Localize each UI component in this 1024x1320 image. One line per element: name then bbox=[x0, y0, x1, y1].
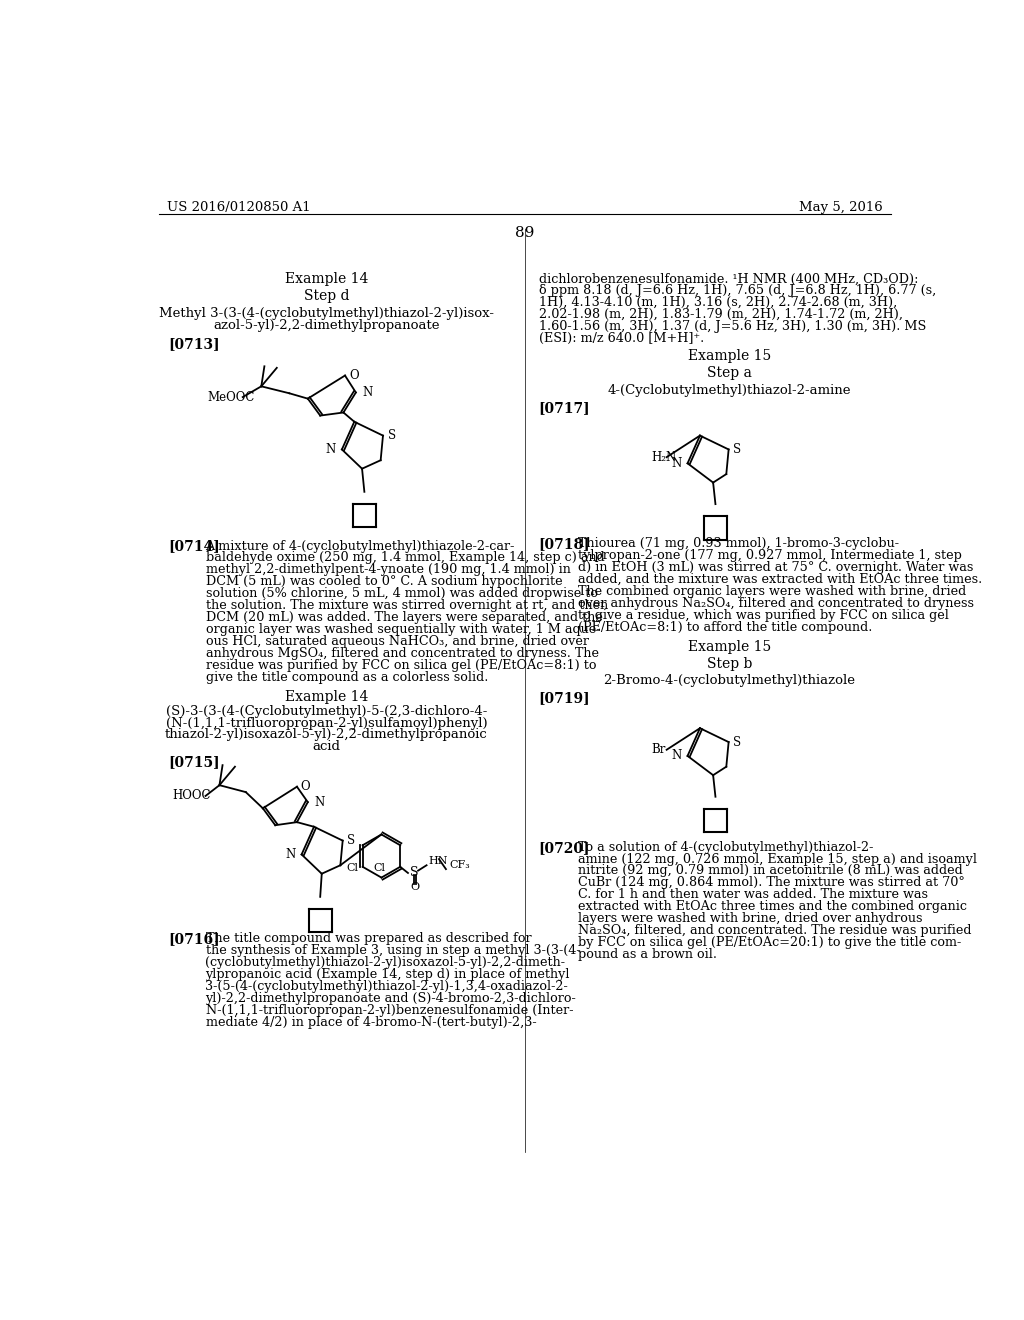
Text: by FCC on silica gel (PE/EtOAc=20:1) to give the title com-: by FCC on silica gel (PE/EtOAc=20:1) to … bbox=[578, 936, 961, 949]
Text: dichlorobenzenesulfonamide. ¹H NMR (400 MHz, CD₃OD):: dichlorobenzenesulfonamide. ¹H NMR (400 … bbox=[539, 272, 919, 285]
Text: 4-(Cyclobutylmethyl)thiazol-2-amine: 4-(Cyclobutylmethyl)thiazol-2-amine bbox=[607, 384, 851, 397]
Text: S: S bbox=[388, 429, 395, 442]
Text: C. for 1 h and then water was added. The mixture was: C. for 1 h and then water was added. The… bbox=[578, 888, 928, 902]
Text: [0713]: [0713] bbox=[168, 337, 220, 351]
Text: Step b: Step b bbox=[707, 657, 752, 672]
Text: acid: acid bbox=[312, 739, 340, 752]
Text: S: S bbox=[410, 866, 419, 879]
Text: give the title compound as a colorless solid.: give the title compound as a colorless s… bbox=[206, 671, 487, 684]
Text: Step d: Step d bbox=[304, 289, 349, 304]
Text: DCM (5 mL) was cooled to 0° C. A sodium hypochlorite: DCM (5 mL) was cooled to 0° C. A sodium … bbox=[206, 576, 562, 589]
Text: to give a residue, which was purified by FCC on silica gel: to give a residue, which was purified by… bbox=[578, 609, 948, 622]
Text: Na₂SO₄, filtered, and concentrated. The residue was purified: Na₂SO₄, filtered, and concentrated. The … bbox=[578, 924, 971, 937]
Text: Methyl 3-(3-(4-(cyclobutylmethyl)thiazol-2-yl)isox-: Methyl 3-(3-(4-(cyclobutylmethyl)thiazol… bbox=[159, 308, 494, 319]
Text: added, and the mixture was extracted with EtOAc three times.: added, and the mixture was extracted wit… bbox=[578, 573, 982, 586]
Text: N: N bbox=[362, 385, 373, 399]
Text: H₂N: H₂N bbox=[651, 450, 677, 463]
Text: ous HCl, saturated aqueous NaHCO₃, and brine, dried over: ous HCl, saturated aqueous NaHCO₃, and b… bbox=[206, 635, 589, 648]
Text: over anhydrous Na₂SO₄, filtered and concentrated to dryness: over anhydrous Na₂SO₄, filtered and conc… bbox=[578, 597, 974, 610]
Text: 1.60-1.56 (m, 3H), 1.37 (d, J=5.6 Hz, 3H), 1.30 (m, 3H). MS: 1.60-1.56 (m, 3H), 1.37 (d, J=5.6 Hz, 3H… bbox=[539, 321, 926, 333]
Text: mediate 4/2) in place of 4-bromo-N-(tert-butyl)-2,3-: mediate 4/2) in place of 4-bromo-N-(tert… bbox=[206, 1016, 537, 1028]
Text: (PE/EtOAc=8:1) to afford the title compound.: (PE/EtOAc=8:1) to afford the title compo… bbox=[578, 620, 871, 634]
Text: azol-5-yl)-2,2-dimethylpropanoate: azol-5-yl)-2,2-dimethylpropanoate bbox=[213, 318, 439, 331]
Text: Example 15: Example 15 bbox=[688, 350, 771, 363]
Text: N: N bbox=[671, 457, 681, 470]
Text: [0718]: [0718] bbox=[539, 537, 591, 552]
Text: solution (5% chlorine, 5 mL, 4 mmol) was added dropwise to: solution (5% chlorine, 5 mL, 4 mmol) was… bbox=[206, 587, 597, 601]
Text: pound as a brown oil.: pound as a brown oil. bbox=[578, 948, 717, 961]
Text: 2.02-1.98 (m, 2H), 1.83-1.79 (m, 2H), 1.74-1.72 (m, 2H),: 2.02-1.98 (m, 2H), 1.83-1.79 (m, 2H), 1.… bbox=[539, 308, 903, 321]
Text: The combined organic layers were washed with brine, dried: The combined organic layers were washed … bbox=[578, 585, 966, 598]
Text: May 5, 2016: May 5, 2016 bbox=[799, 201, 883, 214]
Text: Step a: Step a bbox=[707, 367, 752, 380]
Text: N: N bbox=[285, 847, 295, 861]
Text: baldehyde oxime (250 mg, 1.4 mmol, Example 14, step c) and: baldehyde oxime (250 mg, 1.4 mmol, Examp… bbox=[206, 552, 604, 565]
Text: organic layer was washed sequentially with water, 1 M aque-: organic layer was washed sequentially wi… bbox=[206, 623, 600, 636]
Text: nitrite (92 mg, 0.79 mmol) in acetonitrile (8 mL) was added: nitrite (92 mg, 0.79 mmol) in acetonitri… bbox=[578, 865, 963, 878]
Text: (cyclobutylmethyl)thiazol-2-yl)isoxazol-5-yl)-2,2-dimeth-: (cyclobutylmethyl)thiazol-2-yl)isoxazol-… bbox=[206, 956, 565, 969]
Text: the solution. The mixture was stirred overnight at rt, and then: the solution. The mixture was stirred ov… bbox=[206, 599, 608, 612]
Text: Thiourea (71 mg, 0.93 mmol), 1-bromo-3-cyclobu-: Thiourea (71 mg, 0.93 mmol), 1-bromo-3-c… bbox=[578, 537, 898, 550]
Text: (N-(1,1,1-trifluoropropan-2-yl)sulfamoyl)phenyl): (N-(1,1,1-trifluoropropan-2-yl)sulfamoyl… bbox=[166, 717, 487, 730]
Text: Example 14: Example 14 bbox=[285, 272, 368, 286]
Text: The title compound was prepared as described for: The title compound was prepared as descr… bbox=[206, 932, 531, 945]
Text: To a solution of 4-(cyclobutylmethyl)thiazol-2-: To a solution of 4-(cyclobutylmethyl)thi… bbox=[578, 841, 872, 854]
Text: S: S bbox=[733, 444, 741, 455]
Text: d) in EtOH (3 mL) was stirred at 75° C. overnight. Water was: d) in EtOH (3 mL) was stirred at 75° C. … bbox=[578, 561, 973, 574]
Text: N-(1,1,1-trifluoropropan-2-yl)benzenesulfonamide (Inter-: N-(1,1,1-trifluoropropan-2-yl)benzenesul… bbox=[206, 1003, 573, 1016]
Text: A mixture of 4-(cyclobutylmethyl)thiazole-2-car-: A mixture of 4-(cyclobutylmethyl)thiazol… bbox=[206, 540, 515, 553]
Text: extracted with EtOAc three times and the combined organic: extracted with EtOAc three times and the… bbox=[578, 900, 967, 913]
Text: [0720]: [0720] bbox=[539, 841, 590, 854]
Text: DCM (20 mL) was added. The layers were separated, and the: DCM (20 mL) was added. The layers were s… bbox=[206, 611, 602, 624]
Text: 89: 89 bbox=[515, 226, 535, 240]
Text: S: S bbox=[347, 834, 355, 847]
Text: thiazol-2-yl)isoxazol-5-yl)-2,2-dimethylpropanoic: thiazol-2-yl)isoxazol-5-yl)-2,2-dimethyl… bbox=[165, 729, 487, 742]
Text: methyl 2,2-dimethylpent-4-ynoate (190 mg, 1.4 mmol) in: methyl 2,2-dimethylpent-4-ynoate (190 mg… bbox=[206, 564, 570, 577]
Text: [0719]: [0719] bbox=[539, 692, 591, 705]
Text: Br: Br bbox=[651, 743, 666, 756]
Text: [0716]: [0716] bbox=[168, 932, 220, 946]
Text: (ESI): m/z 640.0 [M+H]⁺.: (ESI): m/z 640.0 [M+H]⁺. bbox=[539, 333, 705, 345]
Text: MeOOC: MeOOC bbox=[208, 391, 255, 404]
Text: δ ppm 8.18 (d, J=6.6 Hz, 1H), 7.65 (d, J=6.8 Hz, 1H), 6.77 (s,: δ ppm 8.18 (d, J=6.6 Hz, 1H), 7.65 (d, J… bbox=[539, 284, 936, 297]
Text: ylpropanoic acid (Example 14, step d) in place of methyl: ylpropanoic acid (Example 14, step d) in… bbox=[206, 968, 570, 981]
Text: amine (122 mg, 0.726 mmol, Example 15, step a) and isoamyl: amine (122 mg, 0.726 mmol, Example 15, s… bbox=[578, 853, 977, 866]
Text: Example 14: Example 14 bbox=[285, 689, 368, 704]
Text: (S)-3-(3-(4-(Cyclobutylmethyl)-5-(2,3-dichloro-4-: (S)-3-(3-(4-(Cyclobutylmethyl)-5-(2,3-di… bbox=[166, 705, 487, 718]
Text: O: O bbox=[411, 882, 420, 892]
Text: Example 15: Example 15 bbox=[688, 640, 771, 655]
Text: tylpropan-2-one (177 mg, 0.927 mmol, Intermediate 1, step: tylpropan-2-one (177 mg, 0.927 mmol, Int… bbox=[578, 549, 962, 562]
Text: [0717]: [0717] bbox=[539, 401, 591, 414]
Text: Cl: Cl bbox=[374, 863, 386, 873]
Text: S: S bbox=[733, 735, 741, 748]
Text: O: O bbox=[301, 780, 310, 793]
Text: US 2016/0120850 A1: US 2016/0120850 A1 bbox=[167, 201, 310, 214]
Text: residue was purified by FCC on silica gel (PE/EtOAc=8:1) to: residue was purified by FCC on silica ge… bbox=[206, 659, 596, 672]
Text: CuBr (124 mg, 0.864 mmol). The mixture was stirred at 70°: CuBr (124 mg, 0.864 mmol). The mixture w… bbox=[578, 876, 965, 890]
Text: N: N bbox=[671, 750, 681, 763]
Text: the synthesis of Example 3, using in step a methyl 3-(3-(4-: the synthesis of Example 3, using in ste… bbox=[206, 944, 581, 957]
Text: Cl: Cl bbox=[346, 863, 358, 874]
Text: anhydrous MgSO₄, filtered and concentrated to dryness. The: anhydrous MgSO₄, filtered and concentrat… bbox=[206, 647, 598, 660]
Text: [0715]: [0715] bbox=[168, 755, 220, 770]
Text: N: N bbox=[326, 444, 336, 455]
Text: 3-(5-(4-(cyclobutylmethyl)thiazol-2-yl)-1,3,4-oxadiazol-2-: 3-(5-(4-(cyclobutylmethyl)thiazol-2-yl)-… bbox=[206, 979, 568, 993]
Text: 2-Bromo-4-(cyclobutylmethyl)thiazole: 2-Bromo-4-(cyclobutylmethyl)thiazole bbox=[603, 675, 855, 688]
Text: HN: HN bbox=[428, 857, 447, 866]
Text: HOOC: HOOC bbox=[172, 789, 211, 803]
Text: N: N bbox=[314, 796, 325, 809]
Text: layers were washed with brine, dried over anhydrous: layers were washed with brine, dried ove… bbox=[578, 912, 922, 925]
Text: 1H), 4.13-4.10 (m, 1H), 3.16 (s, 2H), 2.74-2.68 (m, 3H),: 1H), 4.13-4.10 (m, 1H), 3.16 (s, 2H), 2.… bbox=[539, 296, 897, 309]
Text: CF₃: CF₃ bbox=[450, 861, 471, 870]
Text: [0714]: [0714] bbox=[168, 540, 220, 553]
Text: yl)-2,2-dimethylpropanoate and (S)-4-bromo-2,3-dichloro-: yl)-2,2-dimethylpropanoate and (S)-4-bro… bbox=[206, 991, 577, 1005]
Text: O: O bbox=[349, 370, 358, 381]
